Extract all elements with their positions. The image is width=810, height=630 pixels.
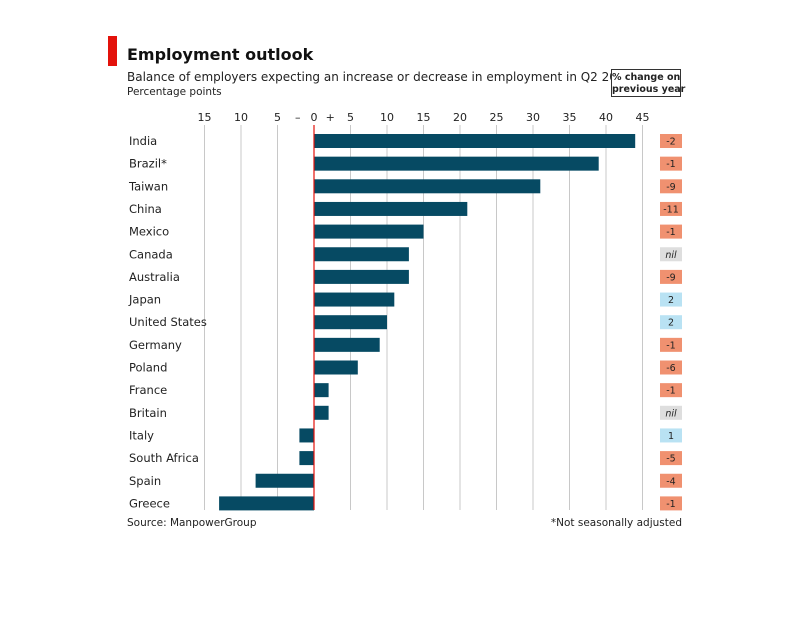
category-label: South Africa — [129, 451, 199, 465]
source-note: Source: ManpowerGroup — [127, 517, 257, 529]
bar — [314, 292, 395, 307]
change-box — [660, 405, 682, 420]
change-value: -4 — [666, 476, 675, 487]
bar — [314, 224, 424, 239]
category-label: Britain — [129, 406, 167, 420]
bar — [299, 428, 314, 443]
x-tick-label: + — [326, 111, 335, 124]
change-column-header: % change on previous year — [611, 69, 686, 97]
change-header-line-1: % change on — [612, 72, 681, 83]
change-value: -9 — [666, 272, 675, 283]
bar — [314, 405, 329, 420]
change-box — [660, 383, 682, 398]
bar — [219, 496, 314, 511]
change-value: 2 — [668, 295, 674, 306]
change-value: -1 — [666, 499, 675, 510]
footnote: *Not seasonally adjusted — [550, 517, 682, 529]
change-value: -6 — [666, 363, 675, 374]
category-label: Japan — [128, 293, 161, 307]
category-label: Poland — [129, 361, 167, 375]
bar — [314, 134, 636, 148]
x-tick-label: 45 — [636, 111, 650, 124]
change-box — [660, 428, 682, 443]
category-label: Brazil* — [129, 157, 167, 171]
category-label: Germany — [129, 338, 182, 352]
change-box — [660, 247, 682, 262]
change-value: -1 — [666, 386, 675, 397]
change-box — [660, 473, 682, 488]
bar — [314, 156, 599, 171]
change-box — [660, 315, 682, 330]
change-value: -11 — [663, 204, 679, 215]
category-label: Italy — [129, 428, 154, 442]
x-tick-label: 25 — [490, 111, 504, 124]
x-tick-label: 15 — [198, 111, 212, 124]
x-tick-label: 40 — [599, 111, 613, 124]
chart-subtitle: Balance of employers expecting an increa… — [127, 70, 633, 84]
bar — [314, 360, 358, 375]
change-value: -1 — [666, 340, 675, 351]
change-value: -2 — [666, 137, 675, 148]
change-value: 2 — [668, 318, 674, 329]
category-label: United States — [129, 315, 207, 329]
x-tick-label: 5 — [347, 111, 354, 124]
change-box — [660, 360, 682, 375]
x-tick-label: 0 — [311, 111, 318, 124]
change-box — [660, 451, 682, 466]
category-label: Taiwan — [128, 179, 168, 193]
bar — [299, 451, 314, 466]
category-label: Mexico — [129, 225, 169, 239]
change-box — [660, 179, 682, 194]
x-tick-label: 5 — [274, 111, 281, 124]
x-tick-label: 35 — [563, 111, 577, 124]
bar — [314, 269, 409, 284]
bar — [314, 383, 329, 398]
category-label: France — [129, 383, 167, 397]
change-value: -1 — [666, 159, 675, 170]
change-box — [660, 496, 682, 511]
change-box — [660, 134, 682, 148]
category-label: Canada — [129, 247, 173, 261]
category-label: India — [129, 134, 157, 148]
x-tick-label: 30 — [526, 111, 540, 124]
change-value: -9 — [666, 182, 675, 193]
change-value: 1 — [668, 431, 674, 442]
bar — [314, 337, 380, 352]
category-label: Greece — [129, 496, 170, 510]
x-tick-label: 10 — [234, 111, 248, 124]
chart-title: Employment outlook — [127, 45, 314, 64]
change-box — [660, 269, 682, 284]
change-box — [660, 201, 682, 216]
bar — [314, 247, 409, 262]
x-tick-label: 20 — [453, 111, 467, 124]
category-label: Australia — [129, 270, 180, 284]
change-value: nil — [665, 408, 677, 419]
change-value: -5 — [666, 454, 675, 465]
x-tick-label: 15 — [417, 111, 431, 124]
change-header-line-2: previous year — [612, 84, 686, 95]
bar — [255, 473, 314, 488]
brand-tag — [108, 36, 117, 66]
change-box — [660, 156, 682, 171]
chart-unit-label: Percentage points — [127, 86, 222, 98]
x-tick-label: 10 — [380, 111, 394, 124]
change-box — [660, 292, 682, 307]
bar — [314, 315, 387, 330]
change-value: nil — [665, 250, 677, 261]
change-box — [660, 337, 682, 352]
bar — [314, 201, 468, 216]
category-label: Spain — [129, 474, 161, 488]
x-tick-label: – — [295, 111, 301, 124]
change-value: -1 — [666, 227, 675, 238]
bar — [314, 179, 541, 194]
change-box — [660, 224, 682, 239]
category-label: China — [129, 202, 162, 216]
